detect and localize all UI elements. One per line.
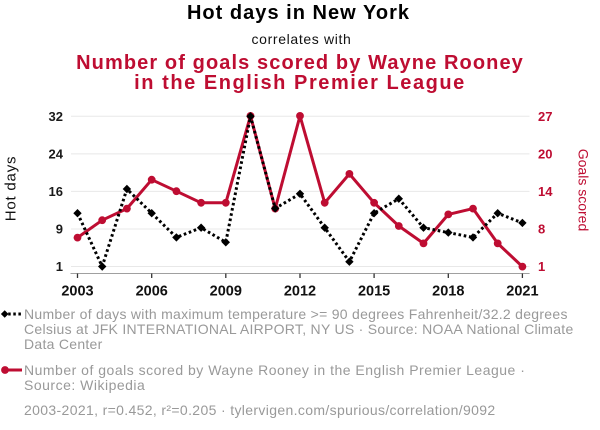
svg-text:2006: 2006 <box>136 284 168 300</box>
svg-text:Hot days: Hot days <box>3 156 20 222</box>
svg-text:8: 8 <box>538 222 545 237</box>
svg-text:Goals scored: Goals scored <box>576 149 592 231</box>
svg-text:16: 16 <box>49 184 63 199</box>
svg-text:1: 1 <box>56 259 63 274</box>
svg-text:1: 1 <box>538 259 545 274</box>
svg-text:9: 9 <box>56 222 63 237</box>
svg-text:2012: 2012 <box>284 284 316 300</box>
svg-text:2018: 2018 <box>432 284 464 300</box>
svg-text:2003: 2003 <box>61 284 93 300</box>
svg-text:24: 24 <box>49 146 64 161</box>
svg-text:32: 32 <box>49 109 63 124</box>
svg-text:14: 14 <box>538 184 553 199</box>
svg-text:27: 27 <box>538 109 552 124</box>
svg-text:2009: 2009 <box>210 284 242 300</box>
svg-text:20: 20 <box>538 146 552 161</box>
svg-text:2015: 2015 <box>358 284 390 300</box>
svg-text:2021: 2021 <box>506 284 538 300</box>
